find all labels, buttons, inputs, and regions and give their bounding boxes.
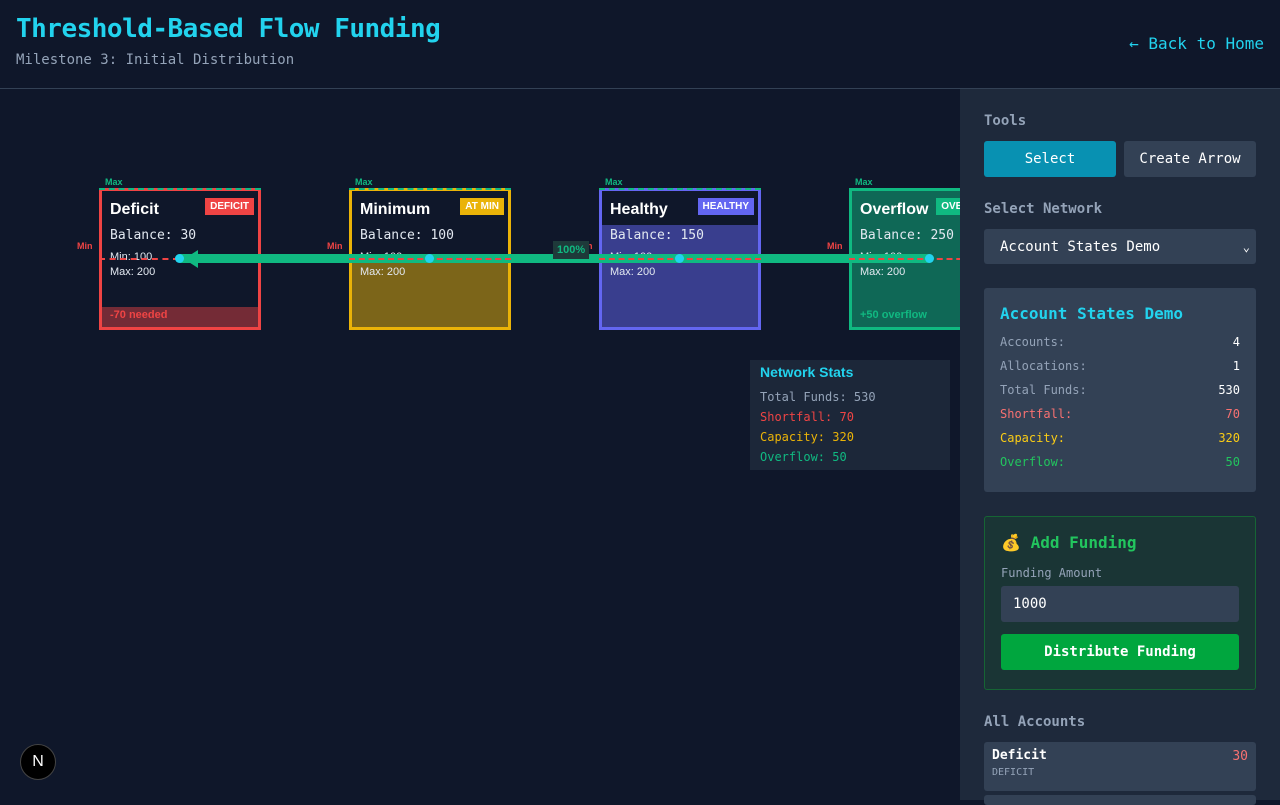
node-min: Min: 100 bbox=[110, 251, 153, 263]
max-threshold-line bbox=[349, 188, 511, 190]
connection-handle bbox=[675, 254, 684, 263]
money-bag-icon: 💰 bbox=[1001, 533, 1021, 552]
stat-overflow: Overflow: 50 bbox=[760, 450, 847, 464]
node-balance: Balance: 30 bbox=[110, 228, 197, 243]
chevron-down-icon: ⌄ bbox=[1242, 239, 1250, 254]
status-badge: OVERFLOW bbox=[936, 198, 960, 215]
add-funding-title: Add Funding bbox=[1030, 533, 1137, 552]
account-status: DEFICIT bbox=[992, 767, 1035, 778]
account-list-item[interactable] bbox=[984, 795, 1256, 805]
account-name: Deficit bbox=[992, 748, 1047, 763]
header: Threshold-Based Flow Funding Milestone 3… bbox=[0, 0, 1280, 89]
summary-row-value: 1 bbox=[1232, 359, 1240, 373]
node-max: Max: 200 bbox=[360, 266, 406, 278]
min-threshold-label: Min bbox=[327, 241, 343, 251]
stat-total: Total Funds: 530 bbox=[760, 390, 876, 404]
max-threshold-label: Max bbox=[355, 177, 373, 187]
summary-row-label: Capacity: bbox=[1000, 431, 1066, 445]
node-note: +50 overflow bbox=[860, 309, 927, 321]
network-summary-card: Account States Demo Accounts: 4 Allocation… bbox=[984, 288, 1256, 492]
node-max: Max: 200 bbox=[860, 266, 906, 278]
summary-row: Accounts: 4 bbox=[1000, 335, 1240, 359]
min-threshold-line bbox=[849, 258, 960, 260]
distribute-funding-button[interactable]: Distribute Funding bbox=[1001, 634, 1239, 670]
node-max: Max: 200 bbox=[610, 266, 656, 278]
node-name: Minimum bbox=[360, 201, 431, 218]
network-select-value: Account States Demo bbox=[1000, 238, 1161, 255]
select-tool-button[interactable]: Select bbox=[984, 141, 1116, 177]
all-accounts-label: All Accounts bbox=[984, 714, 1086, 730]
page-title: Threshold-Based Flow Funding bbox=[16, 14, 441, 44]
status-badge: DEFICIT bbox=[205, 198, 254, 215]
status-badge: AT MIN bbox=[460, 198, 504, 215]
back-to-home-link[interactable]: ← Back to Home bbox=[1129, 34, 1264, 53]
account-list-item[interactable]: Deficit 30 DEFICIT bbox=[984, 742, 1256, 791]
summary-row: Capacity: 320 bbox=[1000, 431, 1240, 455]
node-name: Overflow bbox=[860, 201, 929, 218]
connection-handle bbox=[925, 254, 934, 263]
max-threshold-label: Max bbox=[105, 177, 123, 187]
min-threshold-label: Min bbox=[827, 241, 843, 251]
stat-shortfall: Shortfall: 70 bbox=[760, 410, 854, 424]
min-threshold-label: Min bbox=[77, 241, 93, 251]
tools-label: Tools bbox=[984, 113, 1027, 129]
network-stats-panel: Network Stats Total Funds: 530 Shortfall… bbox=[750, 360, 950, 470]
sidebar: Tools Select Create Arrow Select Network… bbox=[960, 89, 1280, 805]
node-balance: Balance: 150 bbox=[610, 228, 704, 243]
node-max: Max: 200 bbox=[110, 266, 156, 278]
summary-row-label: Accounts: bbox=[1000, 335, 1066, 349]
node-name: Deficit bbox=[110, 201, 159, 218]
account-balance: 30 bbox=[1232, 749, 1248, 764]
network-select[interactable]: Account States Demo ⌄ bbox=[984, 229, 1256, 264]
status-badge: HEALTHY bbox=[697, 198, 754, 215]
summary-row: Total Funds: 530 bbox=[1000, 383, 1240, 407]
node-balance: Balance: 250 bbox=[860, 228, 954, 243]
flow-canvas[interactable]: Deficit DEFICIT Balance: 30 Min: 100 Max: 20… bbox=[0, 90, 960, 800]
connection-handle bbox=[175, 254, 184, 263]
balance-fill bbox=[352, 259, 508, 327]
funding-amount-label: Funding Amount bbox=[1001, 566, 1103, 580]
summary-row-label: Allocations: bbox=[1000, 359, 1087, 373]
summary-row-value: 530 bbox=[1218, 383, 1240, 397]
connection-handle bbox=[425, 254, 434, 263]
summary-row-value: 320 bbox=[1218, 431, 1240, 445]
summary-row-label: Total Funds: bbox=[1000, 383, 1087, 397]
page-subtitle: Milestone 3: Initial Distribution bbox=[16, 52, 295, 68]
node-name: Healthy bbox=[610, 201, 668, 218]
funding-amount-input[interactable]: 1000 bbox=[1001, 586, 1239, 622]
summary-row: Allocations: 1 bbox=[1000, 359, 1240, 383]
stat-capacity: Capacity: 320 bbox=[760, 430, 854, 444]
max-threshold-line bbox=[99, 188, 261, 190]
network-stats-title: Network Stats bbox=[760, 364, 854, 380]
summary-row-label: Overflow: bbox=[1000, 455, 1066, 469]
create-arrow-button[interactable]: Create Arrow bbox=[1124, 141, 1256, 177]
summary-row-value: 70 bbox=[1225, 407, 1240, 421]
summary-row: Shortfall: 70 bbox=[1000, 407, 1240, 431]
min-threshold-line bbox=[99, 258, 179, 260]
summary-row-value: 4 bbox=[1232, 335, 1240, 349]
add-funding-panel: 💰 Add Funding Funding Amount 1000 Distri… bbox=[984, 516, 1256, 690]
max-threshold-line bbox=[849, 188, 960, 190]
flow-percentage-label: 100% bbox=[553, 241, 590, 259]
max-threshold-label: Max bbox=[605, 177, 623, 187]
summary-row-label: Shortfall: bbox=[1000, 407, 1073, 421]
max-threshold-line bbox=[599, 188, 761, 190]
balance-fill bbox=[102, 306, 258, 327]
balance-fill bbox=[602, 225, 758, 327]
arrow-head-icon bbox=[184, 250, 198, 268]
nextjs-logo[interactable]: N bbox=[20, 744, 56, 780]
select-network-label: Select Network bbox=[984, 201, 1103, 217]
summary-row-value: 50 bbox=[1225, 455, 1240, 469]
node-balance: Balance: 100 bbox=[360, 228, 454, 243]
max-threshold-label: Max bbox=[855, 177, 873, 187]
node-note: -70 needed bbox=[110, 309, 168, 321]
summary-row: Overflow: 50 bbox=[1000, 455, 1240, 479]
summary-title: Account States Demo bbox=[1000, 304, 1184, 323]
